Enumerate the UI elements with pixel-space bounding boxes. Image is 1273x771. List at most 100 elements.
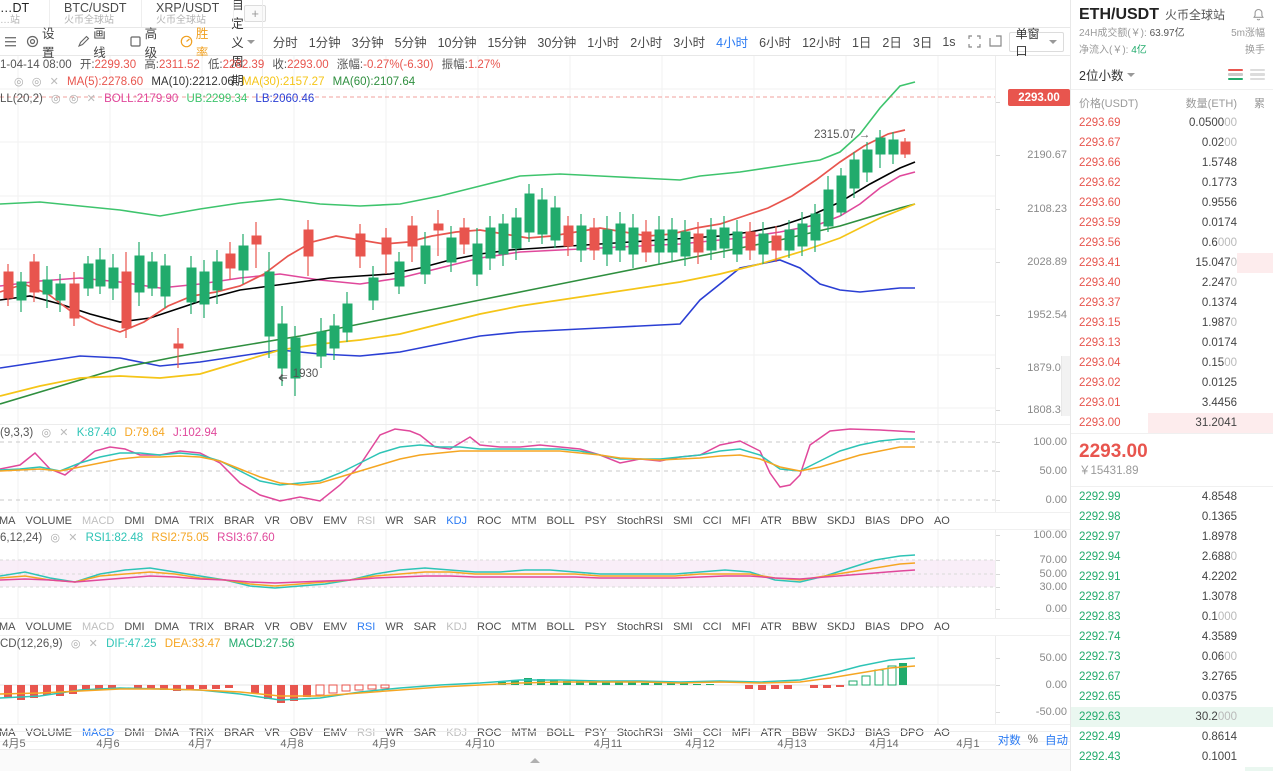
ind-mfi[interactable]: MFI bbox=[731, 515, 751, 527]
popout-icon[interactable] bbox=[988, 34, 1003, 49]
decimals-select[interactable]: 2位小数 bbox=[1079, 65, 1136, 84]
ind-sar[interactable]: SAR bbox=[413, 727, 437, 739]
advanced-button[interactable]: 高级 bbox=[124, 27, 171, 60]
ind-dpo[interactable]: DPO bbox=[900, 621, 924, 633]
orderbook-row[interactable]: 2293.02 0.0125 bbox=[1071, 373, 1273, 393]
ind-obv[interactable]: OBV bbox=[289, 621, 314, 633]
ind-atr[interactable]: ATR bbox=[760, 727, 782, 739]
ind-vr[interactable]: VR bbox=[264, 621, 280, 633]
orderbook-row[interactable]: 2292.63 30.2000 bbox=[1071, 707, 1273, 727]
visibility-icon[interactable]: ◎ bbox=[50, 532, 61, 544]
orderbook-row[interactable]: 2293.69 0.050000 bbox=[1071, 113, 1273, 133]
ind-ma[interactable]: MA bbox=[0, 621, 16, 633]
ind-dpo[interactable]: DPO bbox=[900, 515, 924, 527]
rsi-plot[interactable] bbox=[0, 530, 995, 618]
chart-vertical-scrollbar[interactable] bbox=[1061, 56, 1070, 424]
ind-skdj[interactable]: SKDJ bbox=[826, 727, 856, 739]
period-2d[interactable]: 2日 bbox=[882, 36, 902, 50]
ind-ma[interactable]: MA bbox=[0, 515, 16, 527]
orderbook-row[interactable]: 2293.60 0.9556 bbox=[1071, 193, 1273, 213]
period-1d[interactable]: 1日 bbox=[851, 36, 872, 50]
period-2h[interactable]: 2小时 bbox=[630, 36, 663, 50]
ind-trix[interactable]: TRIX bbox=[188, 727, 215, 739]
ind-mtm[interactable]: MTM bbox=[511, 727, 537, 739]
draw-button[interactable]: 画线 bbox=[72, 27, 119, 60]
ind-bbw[interactable]: BBW bbox=[791, 621, 817, 633]
ind-bias[interactable]: BIAS bbox=[865, 621, 891, 633]
orderbook-row[interactable]: 2292.74 4.3589 bbox=[1071, 627, 1273, 647]
ind-boll[interactable]: BOLL bbox=[546, 515, 575, 527]
ind-kdj[interactable]: KDJ bbox=[446, 515, 468, 527]
log-scale-button[interactable]: 对数 bbox=[997, 735, 1021, 747]
kdj-pane[interactable]: (9,3,3) ◎ ✕ K:87.40 D:79.64 J:102.94 bbox=[0, 424, 1070, 512]
orderbook-row[interactable]: 2293.67 0.0200 bbox=[1071, 133, 1273, 153]
macd-pane[interactable]: CD(12,26,9) ◎ ✕ DIF:47.25 DEA:33.47 MACD… bbox=[0, 636, 1070, 724]
orderbook-row[interactable]: 2292.426.9169 bbox=[1071, 767, 1273, 771]
ind-psy[interactable]: PSY bbox=[584, 621, 607, 633]
orderbook-row[interactable]: 2293.01 3.4456 bbox=[1071, 393, 1273, 413]
ind-sar[interactable]: SAR bbox=[413, 621, 437, 633]
orderbook-row[interactable]: 2292.87 1.3078 bbox=[1071, 587, 1273, 607]
fullscreen-icon[interactable] bbox=[967, 34, 982, 49]
ind-dpo[interactable]: DPO bbox=[900, 727, 924, 739]
close-icon[interactable]: ✕ bbox=[59, 427, 69, 439]
orderbook-row[interactable]: 2292.49 0.8614 bbox=[1071, 727, 1273, 747]
ind-psy[interactable]: PSY bbox=[584, 727, 607, 739]
ind-bbw[interactable]: BBW bbox=[791, 515, 817, 527]
indicator-tabs-macd[interactable]: MA VOLUME MACD DMI DMA TRIX BRAR VR OBV … bbox=[0, 724, 1070, 742]
ind-mfi[interactable]: MFI bbox=[731, 621, 751, 633]
ind-mfi[interactable]: MFI bbox=[731, 727, 751, 739]
ind-boll[interactable]: BOLL bbox=[546, 621, 575, 633]
price-pane[interactable]: 2315.07 → ← 1930 2293.00 2276.33 2190.67… bbox=[0, 56, 1070, 424]
ind-wr[interactable]: WR bbox=[385, 515, 404, 527]
ind-atr[interactable]: ATR bbox=[760, 621, 782, 633]
collapse-arrow-icon[interactable] bbox=[530, 758, 540, 763]
ind-boll[interactable]: BOLL bbox=[546, 727, 575, 739]
symbol-tab-2[interactable]: XRP/USDT 火币全球站 bbox=[142, 0, 235, 27]
ind-roc[interactable]: ROC bbox=[477, 621, 502, 633]
price-plot[interactable]: 2315.07 → ← 1930 bbox=[0, 56, 995, 424]
auto-scale-button[interactable]: 自动 bbox=[1045, 735, 1068, 747]
period-3d[interactable]: 3日 bbox=[912, 36, 933, 50]
ind-macd[interactable]: MACD bbox=[81, 515, 115, 527]
ind-brar[interactable]: BRAR bbox=[224, 621, 255, 633]
ind-dmi[interactable]: DMI bbox=[124, 727, 145, 739]
orderbook-row[interactable]: 2293.40 2.2470 bbox=[1071, 273, 1273, 293]
ind-macd[interactable]: MACD bbox=[81, 727, 115, 739]
orderbook-row[interactable]: 2293.15 1.9870 bbox=[1071, 313, 1273, 333]
ind-volume[interactable]: VOLUME bbox=[25, 515, 72, 527]
ind-rsi[interactable]: RSI bbox=[356, 727, 376, 739]
orderbook-row[interactable]: 2292.94 2.6880 bbox=[1071, 547, 1273, 567]
ind-skdj[interactable]: SKDJ bbox=[826, 621, 856, 633]
period-15m[interactable]: 15分钟 bbox=[487, 36, 527, 50]
ind-skdj[interactable]: SKDJ bbox=[826, 515, 856, 527]
close-icon[interactable]: ✕ bbox=[68, 532, 78, 544]
period-5m[interactable]: 5分钟 bbox=[394, 36, 427, 50]
period-10m[interactable]: 10分钟 bbox=[437, 36, 477, 50]
orderbook-row[interactable]: 2292.43 0.1001 bbox=[1071, 747, 1273, 767]
ind-sar[interactable]: SAR bbox=[413, 515, 437, 527]
visibility-icon[interactable]: ◎ bbox=[41, 427, 52, 439]
ind-cci[interactable]: CCI bbox=[702, 727, 722, 739]
ind-dma[interactable]: DMA bbox=[154, 621, 179, 633]
ind-cci[interactable]: CCI bbox=[702, 515, 722, 527]
orderbook-row[interactable]: 2292.98 0.1365 bbox=[1071, 507, 1273, 527]
ind-cci[interactable]: CCI bbox=[702, 621, 722, 633]
ind-ao[interactable]: AO bbox=[933, 621, 950, 633]
ind-vr[interactable]: VR bbox=[264, 515, 280, 527]
ind-emv[interactable]: EMV bbox=[323, 621, 347, 633]
orderbook-row[interactable]: 2293.66 1.5748 bbox=[1071, 153, 1273, 173]
ind-bias[interactable]: BIAS bbox=[865, 515, 891, 527]
period-1m[interactable]: 1分钟 bbox=[308, 36, 341, 50]
winrate-button[interactable]: 胜率 bbox=[175, 27, 222, 60]
ind-kdj[interactable]: KDJ bbox=[446, 727, 468, 739]
visibility-icon[interactable]: ◎ bbox=[70, 638, 81, 650]
ind-emv[interactable]: EMV bbox=[323, 727, 347, 739]
symbol-tab-1[interactable]: BTC/USDT 火币全球站 bbox=[50, 0, 142, 27]
price-axis[interactable]: 2293.00 2276.33 2190.67 2108.23 2028.89 … bbox=[995, 56, 1070, 424]
ind-roc[interactable]: ROC bbox=[477, 727, 502, 739]
period-3m[interactable]: 3分钟 bbox=[351, 36, 384, 50]
ind-psy[interactable]: PSY bbox=[584, 515, 607, 527]
kdj-plot[interactable] bbox=[0, 425, 995, 512]
orderbook-row[interactable]: 2292.83 0.1000 bbox=[1071, 607, 1273, 627]
